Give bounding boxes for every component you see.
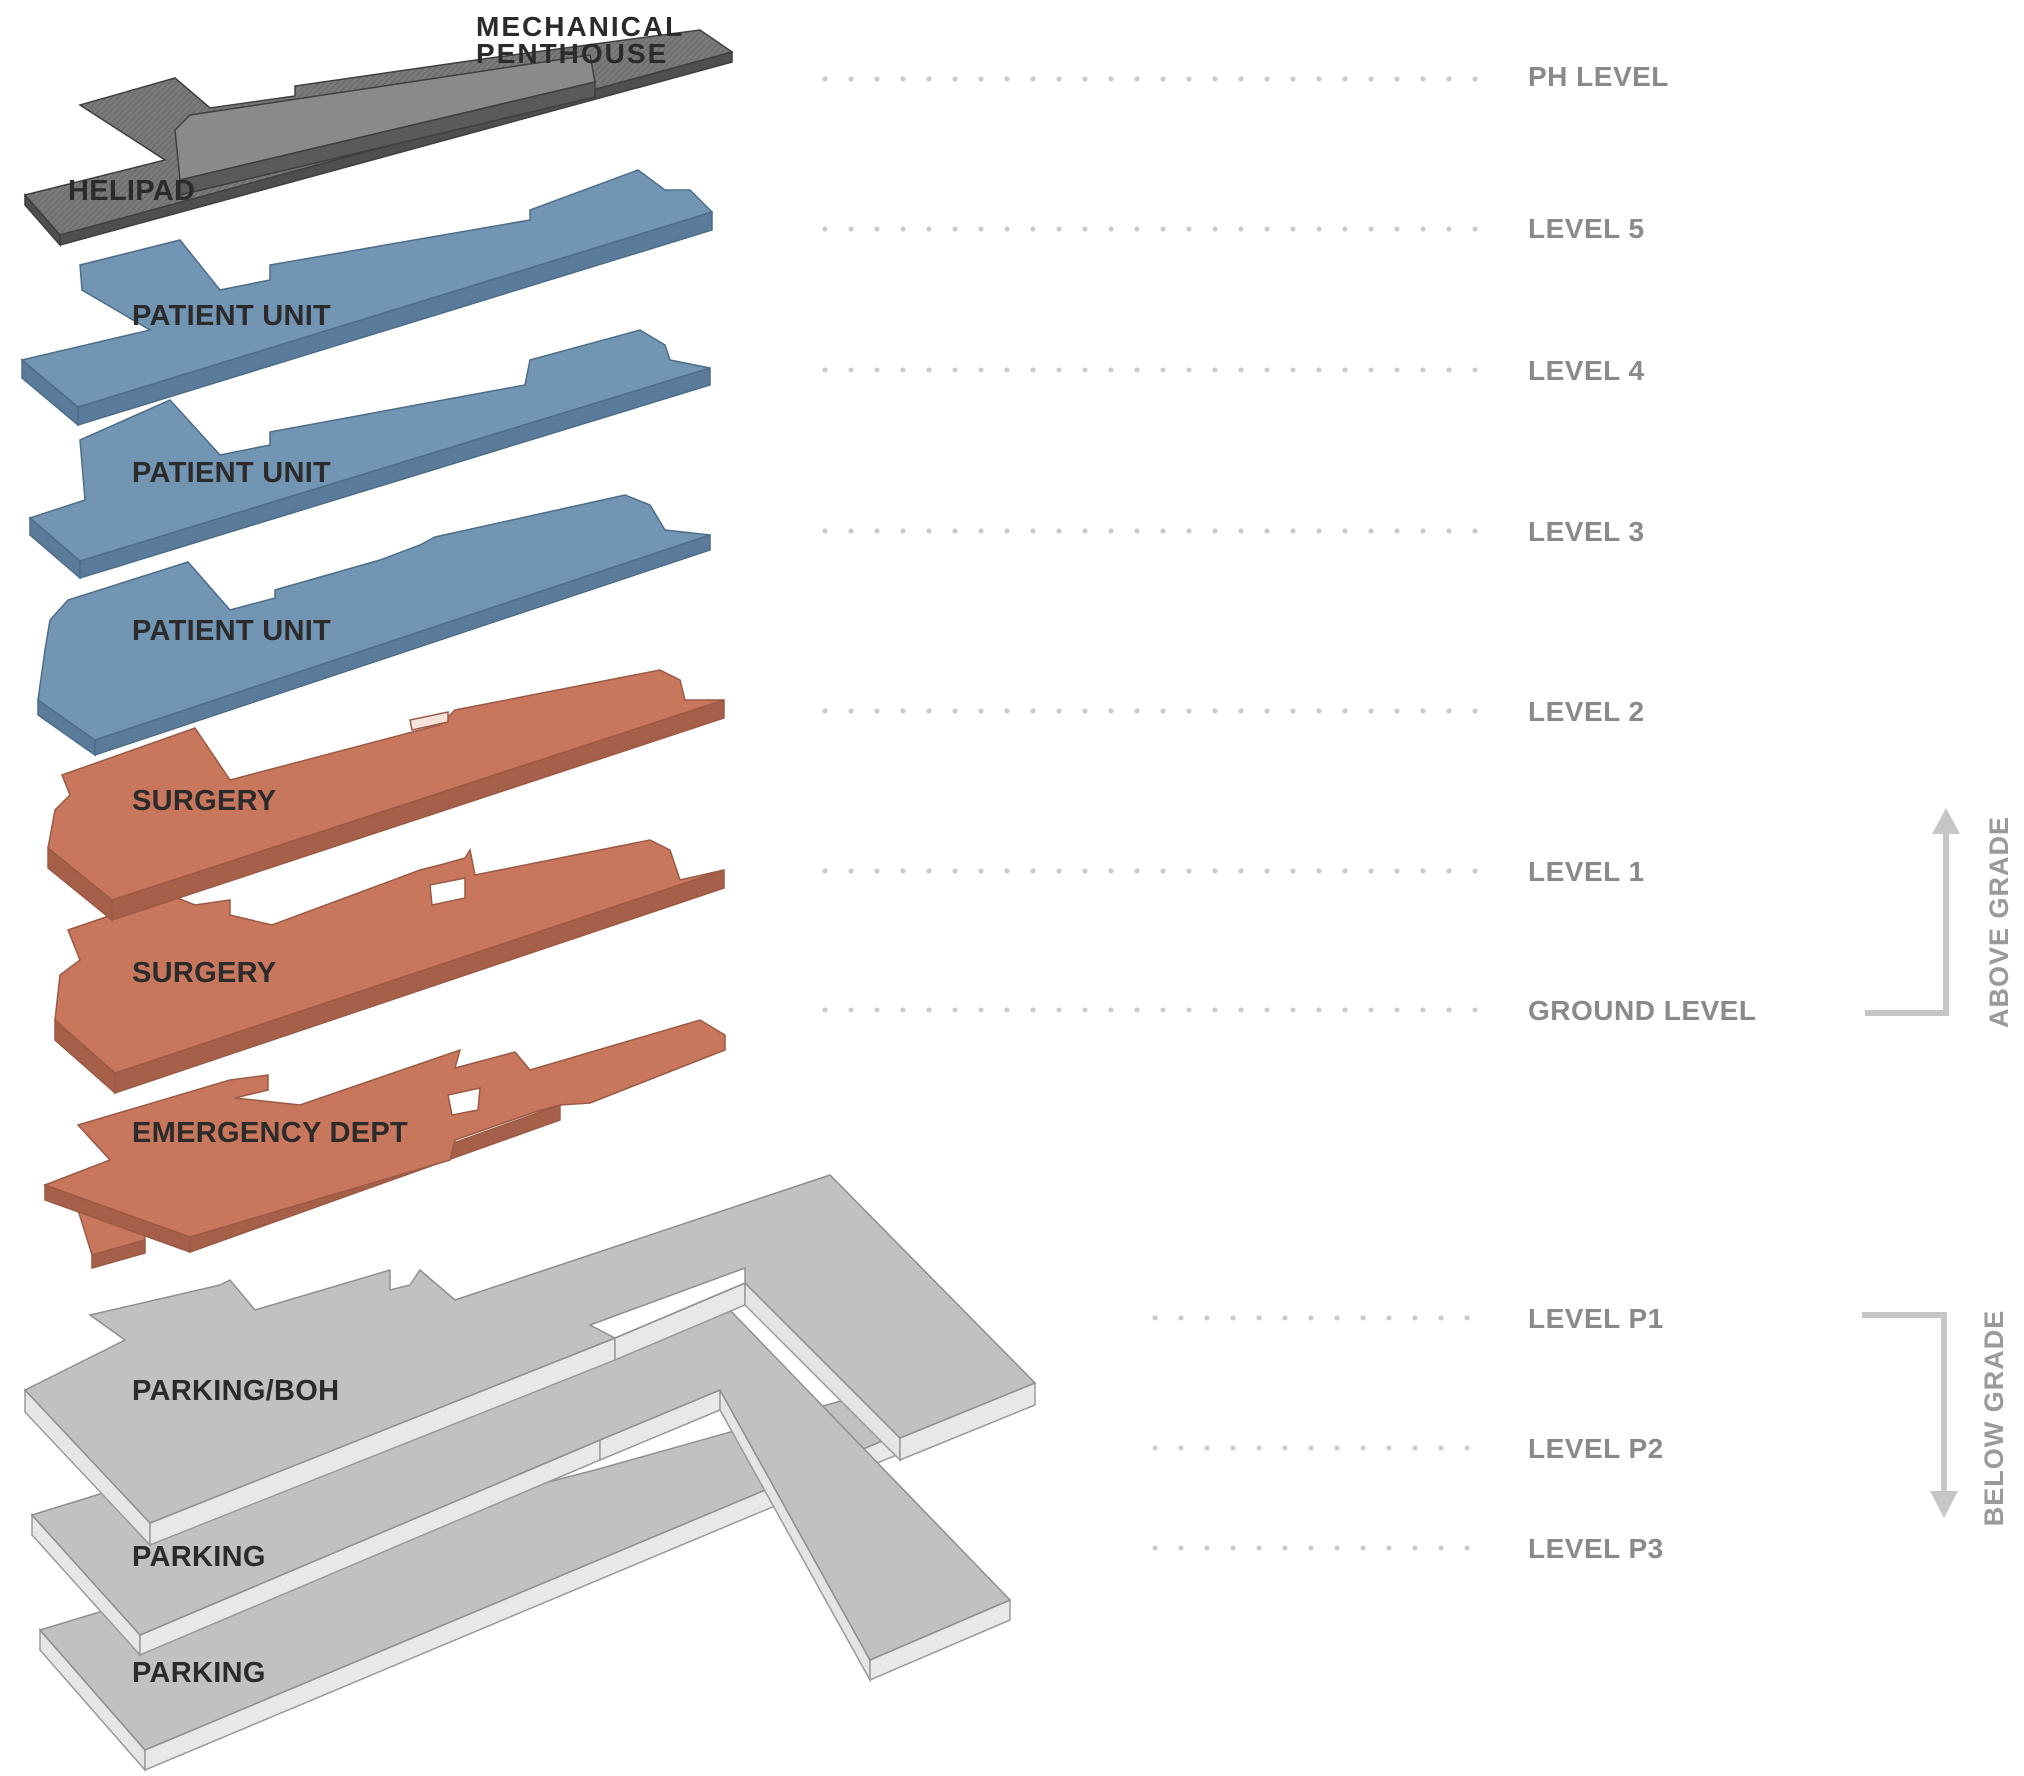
level-label-ph: PH LEVEL	[1528, 61, 1669, 92]
level-label-3: LEVEL 3	[1528, 516, 1645, 547]
level-label-1: LEVEL 1	[1528, 856, 1645, 887]
slab-label-patient-3: PATIENT UNIT	[132, 615, 331, 647]
slab-label-patient-2: PATIENT UNIT	[132, 457, 331, 489]
level-leaders	[822, 76, 1483, 1551]
mechanical-label-line2: PENTHOUSE	[476, 38, 668, 69]
slab-patient-level5	[20, 169, 714, 427]
slab-label-parking-2: PARKING	[132, 1657, 266, 1689]
level-label-ground: GROUND LEVEL	[1528, 995, 1756, 1026]
slab-parking-p1	[23, 1174, 1037, 1547]
level-label-p1: LEVEL P1	[1528, 1303, 1664, 1334]
slab-label-emergency: EMERGENCY DEPT	[132, 1117, 408, 1149]
slab-penthouse	[23, 29, 734, 247]
slab-label-surgery-1: SURGERY	[132, 785, 276, 817]
level-label-p3: LEVEL P3	[1528, 1533, 1664, 1564]
slab-label-parking-boh: PARKING/BOH	[132, 1375, 339, 1407]
slab-label-surgery-2: SURGERY	[132, 957, 276, 989]
level-label-p2: LEVEL P2	[1528, 1433, 1664, 1464]
slab-label-parking-1: PARKING	[132, 1541, 266, 1573]
slab-surgery-level1	[47, 669, 725, 922]
slab-patient-level4	[28, 329, 711, 580]
below-grade-bracket	[1862, 1312, 1958, 1518]
level-label-2: LEVEL 2	[1528, 696, 1645, 727]
slab-parking-p2	[30, 1304, 1012, 1683]
above-grade-label: ABOVE GRADE	[1984, 816, 2014, 1028]
slab-patient-level3	[37, 494, 711, 757]
slab-surgery-ground	[54, 839, 725, 1095]
below-grade-arrow	[1862, 1312, 1947, 1495]
above-grade-bracket	[1865, 808, 1960, 1016]
arrow-down-icon	[1930, 1491, 1958, 1518]
arrow-up-icon	[1932, 808, 1960, 834]
slab-label-patient-1: PATIENT UNIT	[132, 300, 331, 332]
level-label-4: LEVEL 4	[1528, 355, 1645, 386]
slab-emergency	[42, 1019, 726, 1269]
level-label-5: LEVEL 5	[1528, 213, 1645, 244]
mechanical-label-line1: MECHANICAL	[476, 11, 684, 42]
below-grade-label: BELOW GRADE	[1979, 1310, 2009, 1527]
slab-label-helipad: HELIPAD	[68, 175, 195, 207]
above-grade-arrow	[1865, 830, 1949, 1016]
